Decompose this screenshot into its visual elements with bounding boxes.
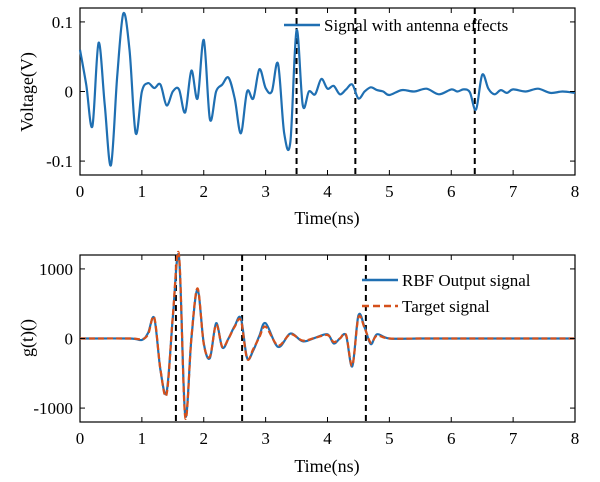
top-x-tick-label: 5 bbox=[385, 182, 394, 201]
top-series-line-0 bbox=[78, 11, 576, 167]
top-y-axis-label: Voltage(V) bbox=[17, 52, 38, 132]
bottom-y-tick-label: -1000 bbox=[33, 399, 73, 418]
bottom-y-ticks: -1000 0 1000 bbox=[33, 260, 575, 418]
bottom-legend: RBF Output signal Target signal bbox=[362, 271, 531, 316]
top-x-tick-label: 6 bbox=[447, 182, 456, 201]
bottom-y-tick-label: 0 bbox=[65, 330, 74, 349]
bottom-series-lines bbox=[79, 250, 575, 420]
top-y-tick-label: 0 bbox=[65, 83, 74, 102]
bottom-x-tick-label: 4 bbox=[323, 429, 332, 448]
bottom-legend-label-0: RBF Output signal bbox=[402, 271, 531, 290]
top-series-lines bbox=[78, 11, 576, 167]
bottom-x-tick-label: 2 bbox=[200, 429, 209, 448]
top-x-tick-label: 2 bbox=[200, 182, 209, 201]
bottom-x-tick-label: 5 bbox=[385, 429, 394, 448]
bottom-x-axis-label: Time(ns) bbox=[294, 456, 359, 477]
top-x-tick-label: 7 bbox=[509, 182, 518, 201]
bottom-marker-lines bbox=[174, 255, 367, 422]
bottom-y-tick-label: 1000 bbox=[39, 260, 73, 279]
top-x-tick-label: 3 bbox=[261, 182, 270, 201]
bottom-x-ticks: 0 1 2 3 4 5 6 7 8 bbox=[76, 255, 580, 448]
top-y-tick-label: -0.1 bbox=[46, 152, 73, 171]
top-x-ticks: 0 1 2 3 4 5 6 7 8 bbox=[76, 8, 580, 201]
top-y-ticks: -0.1 0 0.1 bbox=[46, 13, 575, 171]
bottom-series-line-1 bbox=[79, 250, 575, 420]
bottom-x-tick-label: 3 bbox=[261, 429, 270, 448]
top-legend-label-0: Signal with antenna effects bbox=[324, 16, 508, 35]
watermark-text: 知乎 @JoeyBG bbox=[482, 446, 585, 464]
bottom-x-tick-label: 8 bbox=[571, 429, 580, 448]
bottom-y-axis-label: g(t)() bbox=[17, 319, 38, 357]
bottom-x-tick-label: 7 bbox=[509, 429, 518, 448]
bottom-x-tick-label: 0 bbox=[76, 429, 85, 448]
top-x-tick-label: 4 bbox=[323, 182, 332, 201]
top-x-tick-label: 0 bbox=[76, 182, 85, 201]
top-legend: Signal with antenna effects bbox=[284, 16, 508, 35]
bottom-x-tick-label: 6 bbox=[447, 429, 456, 448]
bottom-x-tick-label: 1 bbox=[138, 429, 147, 448]
top-y-tick-label: 0.1 bbox=[52, 13, 73, 32]
top-x-tick-label: 1 bbox=[138, 182, 147, 201]
top-x-tick-label: 8 bbox=[571, 182, 580, 201]
bottom-legend-label-1: Target signal bbox=[402, 297, 490, 316]
top-x-axis-label: Time(ns) bbox=[294, 208, 359, 229]
